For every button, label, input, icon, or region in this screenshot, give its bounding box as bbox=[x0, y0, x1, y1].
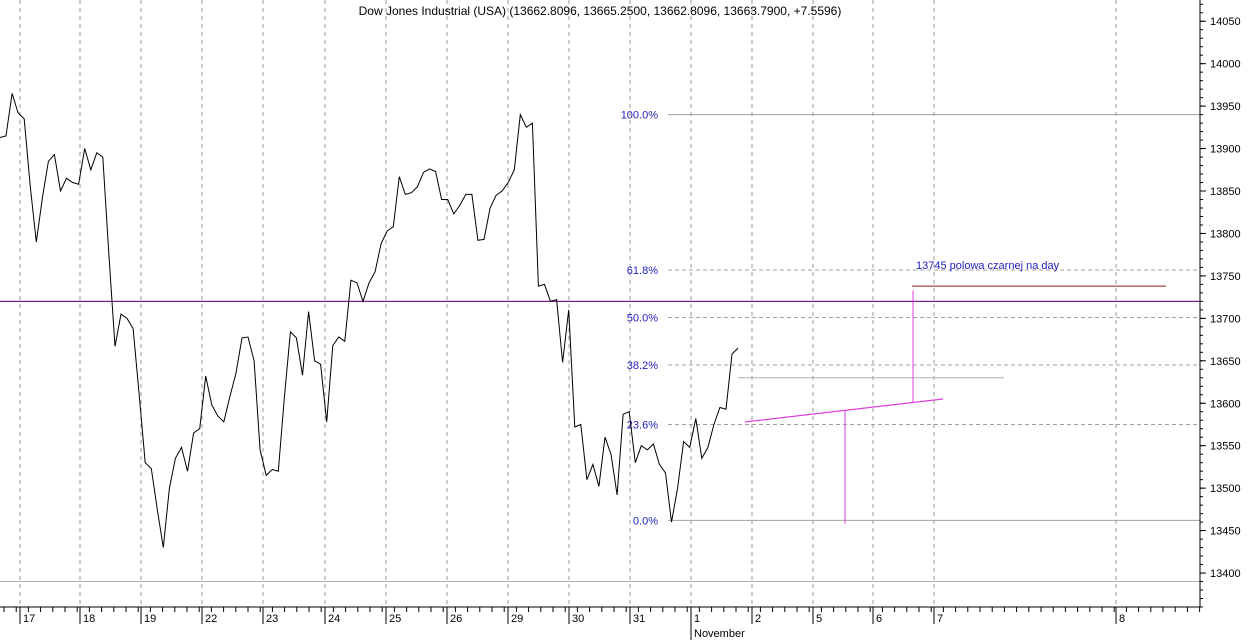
x-tick-label: 2 bbox=[755, 613, 761, 625]
x-tick-label: 5 bbox=[816, 613, 822, 625]
y-tick-label: 14000 bbox=[1210, 59, 1241, 71]
fibonacci-retracement: 100.0% 61.8% 50.0% 38.2% 23.6% 0.0% bbox=[621, 110, 1200, 527]
fib-level-label: 23.6% bbox=[627, 419, 658, 431]
x-tick-label: 31 bbox=[633, 613, 645, 625]
x-tick-label: 24 bbox=[328, 613, 340, 625]
x-tick-label: 7 bbox=[937, 613, 943, 625]
fib-level-label: 61.8% bbox=[627, 265, 658, 277]
x-tick-label: 23 bbox=[266, 613, 278, 625]
y-tick-label: 13550 bbox=[1210, 441, 1241, 453]
chart-grid bbox=[0, 0, 1200, 607]
x-tick-label: 19 bbox=[144, 613, 156, 625]
x-tick-label: 8 bbox=[1119, 613, 1125, 625]
chart-title: Dow Jones Industrial (USA) (13662.8096, … bbox=[359, 4, 842, 18]
y-tick-label: 13500 bbox=[1210, 483, 1241, 495]
x-tick-label: 17 bbox=[23, 613, 35, 625]
fib-level-label: 50.0% bbox=[627, 313, 658, 325]
y-tick-label: 13950 bbox=[1210, 101, 1241, 113]
y-tick-label: 14050 bbox=[1210, 16, 1241, 28]
y-tick-label: 13450 bbox=[1210, 526, 1241, 538]
fib-level-label: 38.2% bbox=[627, 360, 658, 372]
y-tick-label: 13900 bbox=[1210, 144, 1241, 156]
month-label: November bbox=[694, 628, 745, 640]
y-tick-label: 13850 bbox=[1210, 186, 1241, 198]
y-tick-label: 13650 bbox=[1210, 356, 1241, 368]
price-series-line bbox=[0, 93, 739, 548]
x-tick-label: 30 bbox=[572, 613, 584, 625]
x-tick-label: 26 bbox=[450, 613, 462, 625]
target-annotation: 13745 polowa czarnej na day bbox=[916, 260, 1060, 272]
y-tick-label: 13400 bbox=[1210, 568, 1241, 580]
y-tick-label: 13750 bbox=[1210, 271, 1241, 283]
x-tick-label: 29 bbox=[511, 613, 523, 625]
x-tick-label: 18 bbox=[83, 613, 95, 625]
x-tick-label: 1 bbox=[694, 613, 700, 625]
x-tick-label: 25 bbox=[389, 613, 401, 625]
x-axis: 17 18 19 22 23 24 25 26 29 30 31 1 2 5 6 7 8 bbox=[0, 606, 1201, 640]
fib-level-label: 0.0% bbox=[633, 515, 658, 527]
y-axis: 13400 13450 13500 13550 13600 13650 13700 13750… bbox=[1199, 0, 1241, 608]
fib-level-label: 100.0% bbox=[621, 110, 659, 122]
y-tick-label: 13700 bbox=[1210, 313, 1241, 325]
x-tick-label: 22 bbox=[205, 613, 217, 625]
x-tick-label: 6 bbox=[876, 613, 882, 625]
trend-line bbox=[744, 398, 944, 423]
chart-overlays bbox=[0, 285, 1200, 524]
y-tick-label: 13800 bbox=[1210, 228, 1241, 240]
y-tick-label: 13600 bbox=[1210, 398, 1241, 410]
